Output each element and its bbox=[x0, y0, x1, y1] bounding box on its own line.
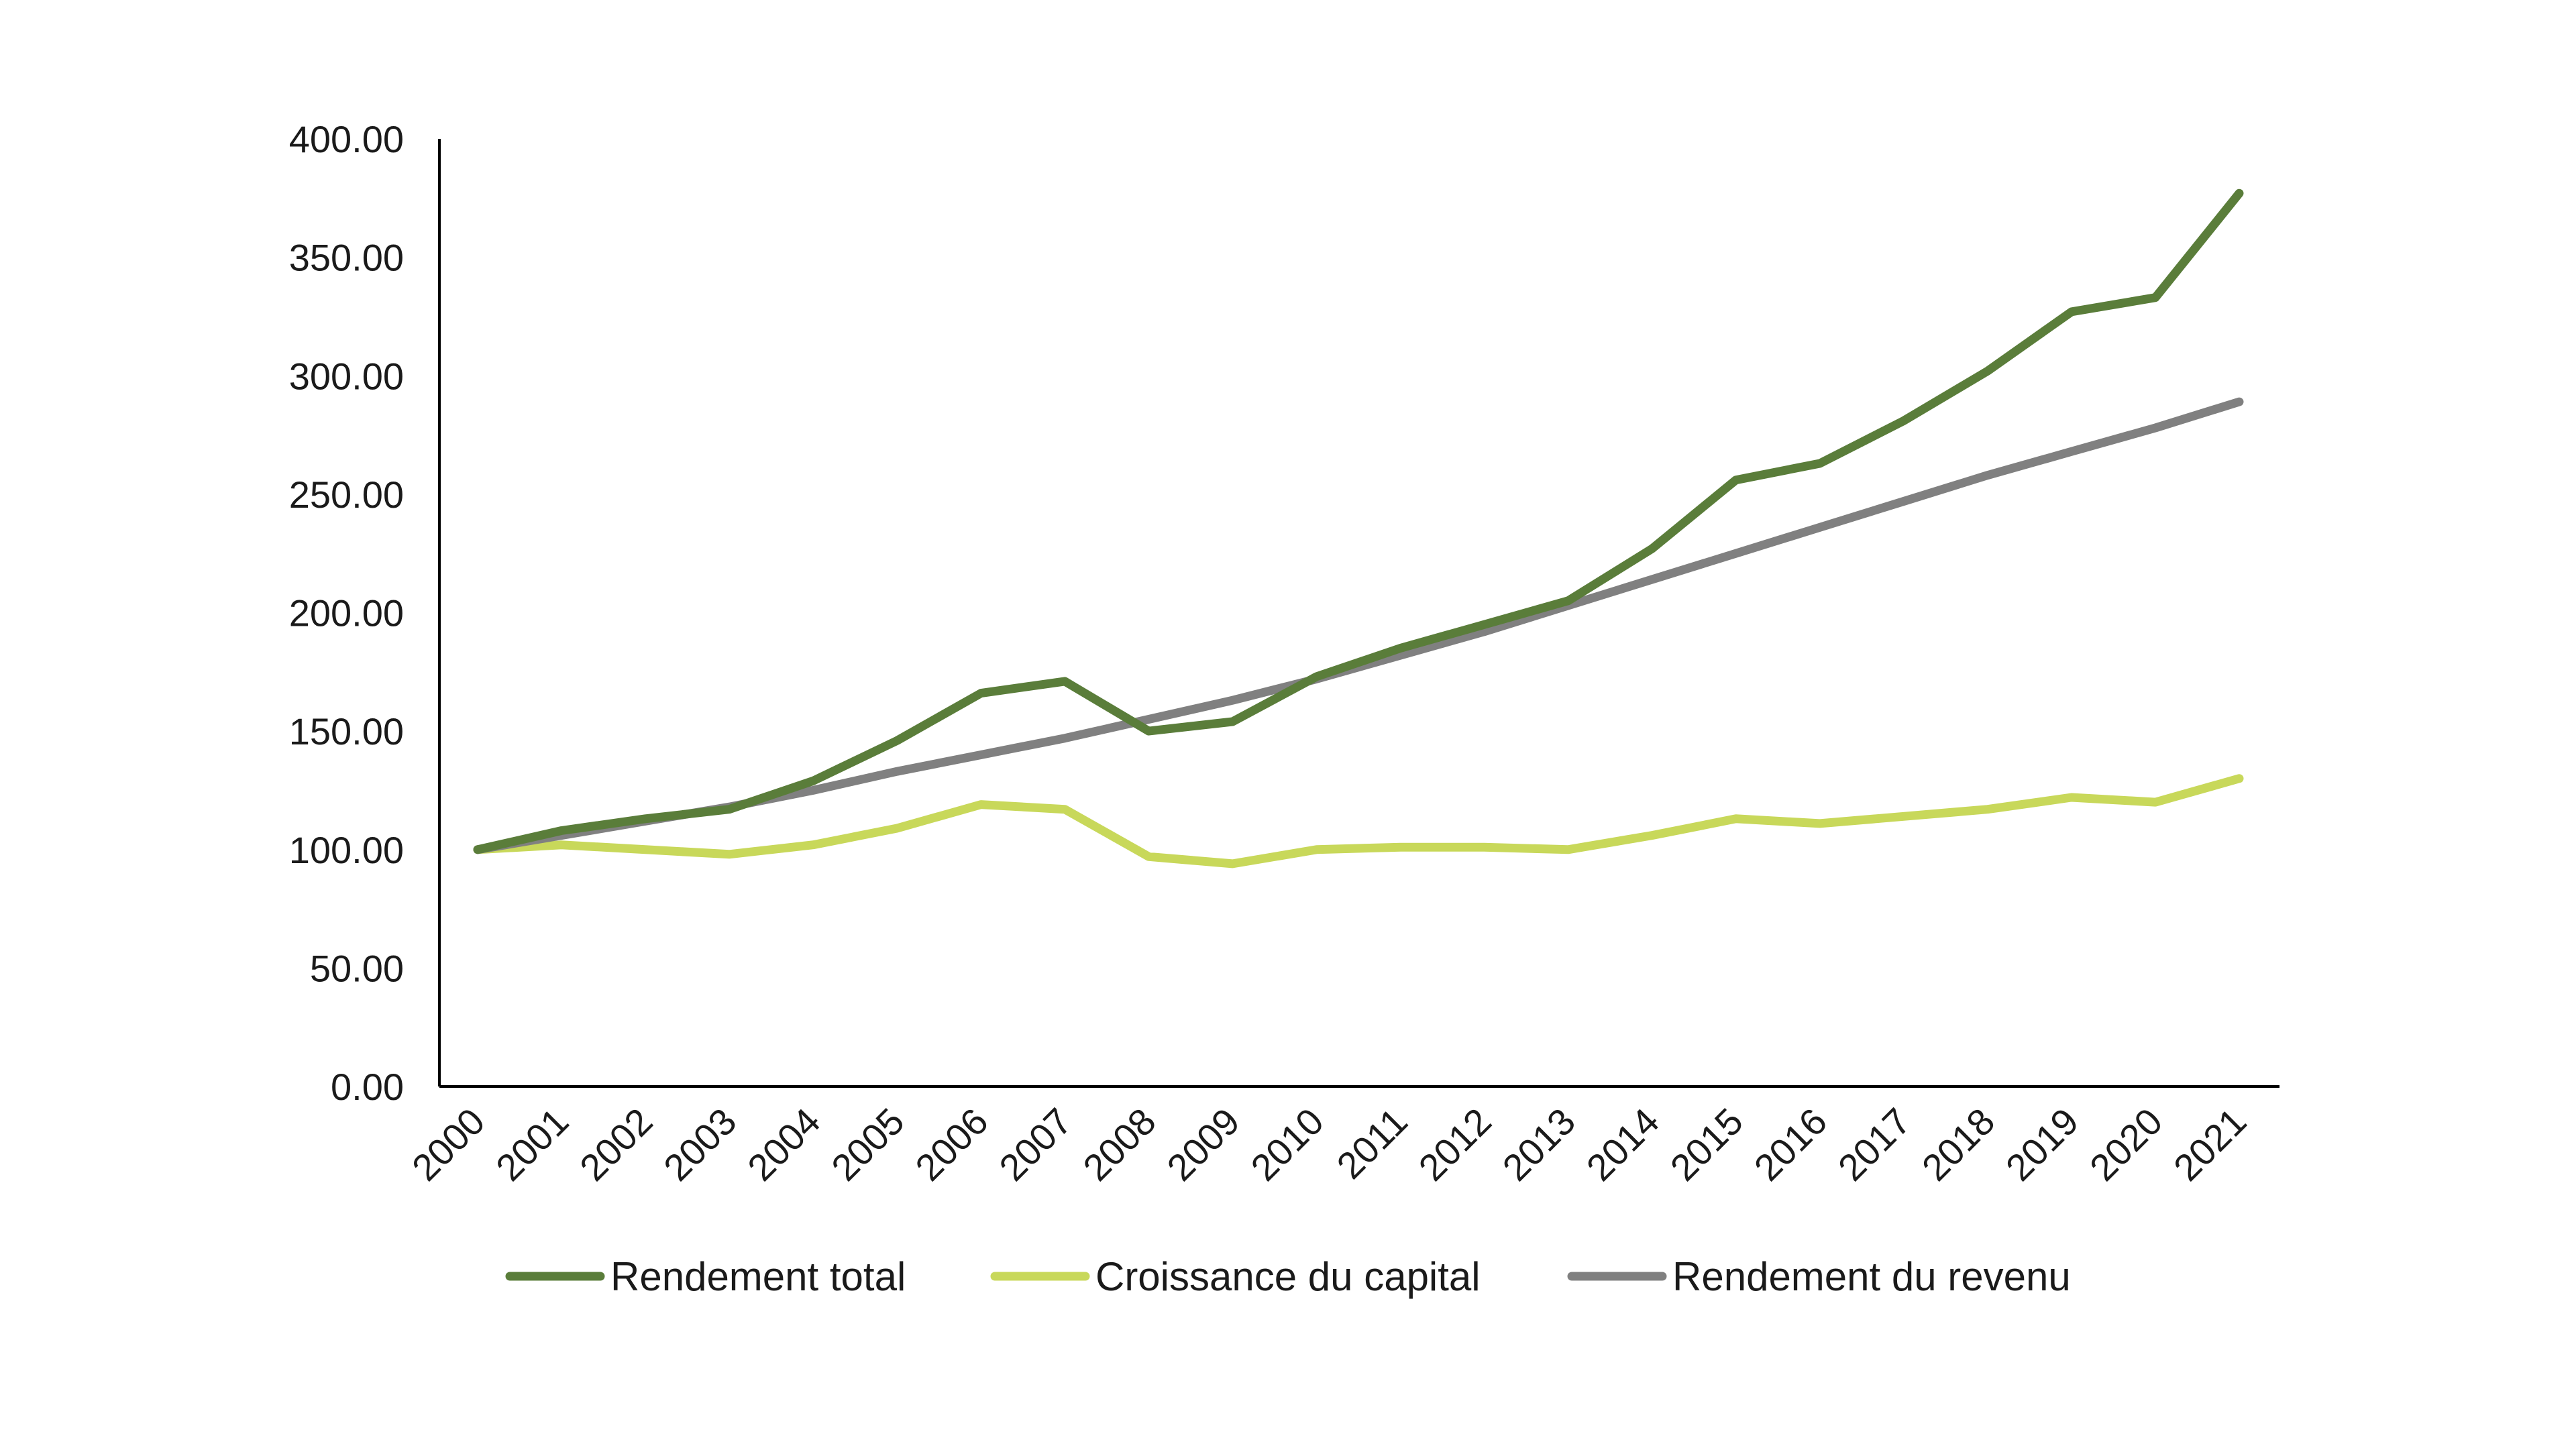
x-tick-label: 2015 bbox=[1662, 1100, 1752, 1189]
x-tick-label: 2010 bbox=[1242, 1100, 1332, 1189]
y-tick-label: 150.00 bbox=[289, 710, 404, 752]
x-tick-label: 2012 bbox=[1410, 1100, 1499, 1189]
series-line-rendement-du-revenu bbox=[473, 397, 2244, 854]
x-tick-label: 2014 bbox=[1578, 1100, 1668, 1189]
series-line-croissance-du-capital bbox=[473, 774, 2244, 869]
x-tick-label: 2008 bbox=[1075, 1100, 1164, 1189]
x-tick-label: 2020 bbox=[2082, 1100, 2171, 1189]
legend-label: Rendement total bbox=[610, 1254, 906, 1299]
x-tick-label: 2011 bbox=[1328, 1100, 1415, 1187]
legend-label: Rendement du revenu bbox=[1672, 1254, 2071, 1299]
legend-label: Croissance du capital bbox=[1095, 1254, 1481, 1299]
x-tick-label: 2000 bbox=[404, 1100, 493, 1189]
legend: Rendement total Croissance du capital Rend… bbox=[505, 1254, 2071, 1299]
series-layer bbox=[473, 188, 2244, 869]
x-tick-label: 2007 bbox=[991, 1100, 1080, 1189]
x-tick-label: 2001 bbox=[488, 1100, 577, 1189]
x-tick-label: 2019 bbox=[1998, 1100, 2087, 1189]
x-tick-label: 2002 bbox=[572, 1100, 661, 1189]
axes-layer: 0.00 50.00 100.00 150.00 200.00 250.00 300.00 3… bbox=[289, 118, 2279, 1189]
y-tick-label: 0.00 bbox=[331, 1066, 404, 1108]
x-tick-label: 2021 bbox=[2165, 1100, 2255, 1189]
x-tick-label: 2009 bbox=[1159, 1100, 1248, 1189]
y-tick-label: 200.00 bbox=[289, 592, 404, 634]
series-line-rendement-total bbox=[473, 188, 2244, 854]
y-tick-label: 50.00 bbox=[310, 947, 404, 989]
x-tick-label: 2004 bbox=[739, 1100, 828, 1189]
x-tick-label: 2003 bbox=[655, 1100, 745, 1189]
y-tick-label: 300.00 bbox=[289, 355, 404, 397]
x-tick-label: 2018 bbox=[1914, 1100, 2003, 1189]
x-tick-label: 2017 bbox=[1830, 1100, 1919, 1189]
y-tick-label: 400.00 bbox=[289, 118, 404, 160]
x-tick-label: 2005 bbox=[823, 1100, 912, 1189]
x-tick-label: 2013 bbox=[1494, 1100, 1583, 1189]
x-tick-label: 2016 bbox=[1746, 1100, 1835, 1189]
x-tick-label: 2006 bbox=[907, 1100, 996, 1189]
y-tick-label: 250.00 bbox=[289, 473, 404, 516]
y-tick-label: 350.00 bbox=[289, 237, 404, 279]
y-tick-label: 100.00 bbox=[289, 829, 404, 871]
